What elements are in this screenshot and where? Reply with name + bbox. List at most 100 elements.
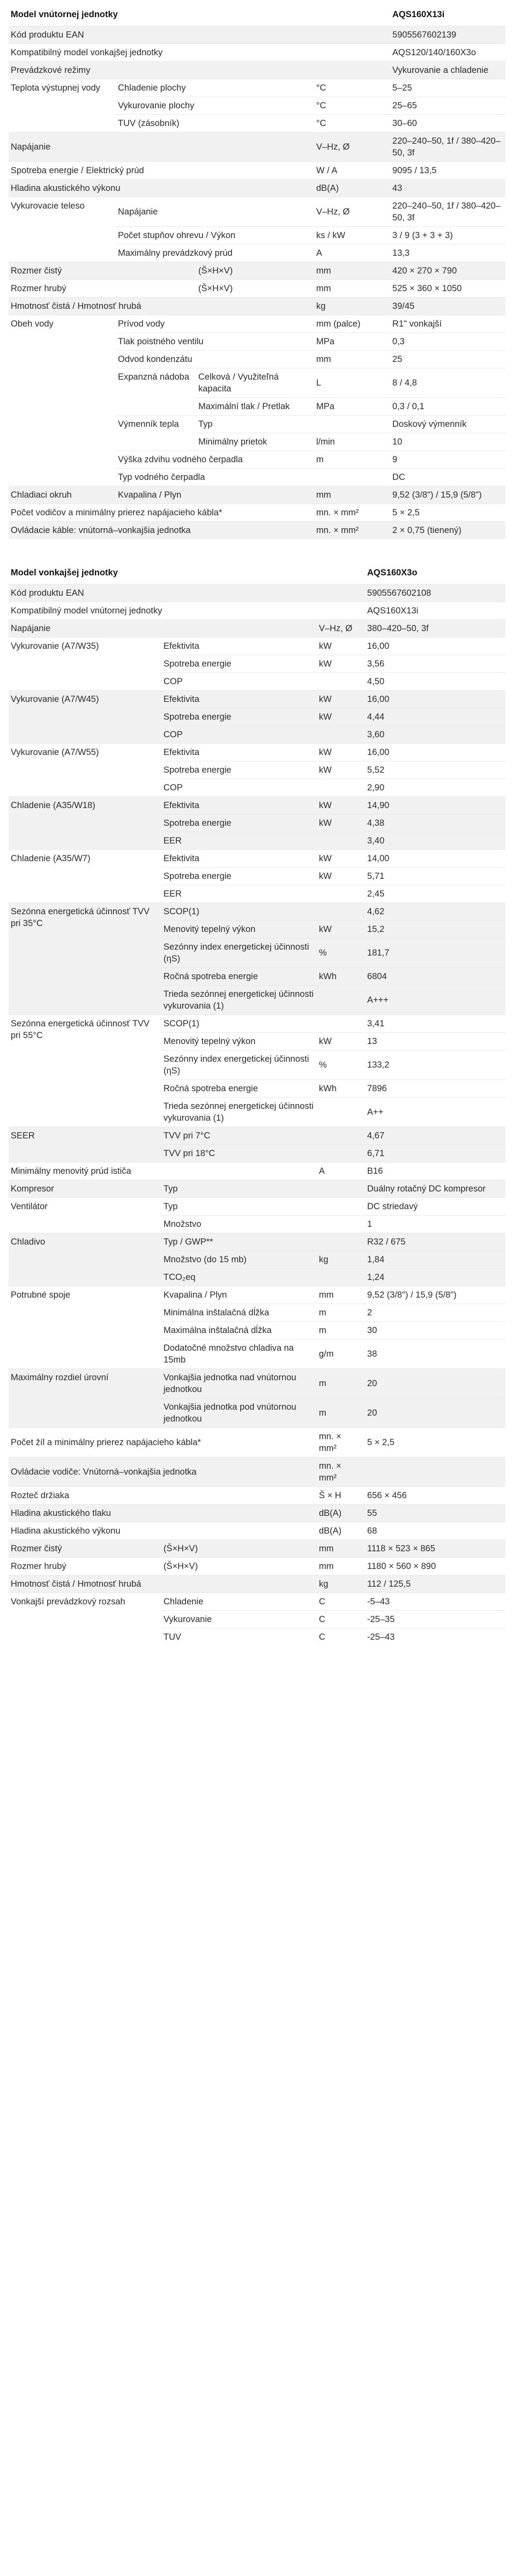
- row-value: 10: [390, 433, 506, 451]
- table-row: EER 2,45: [9, 885, 506, 903]
- table-row: Vykurovanie (A7/W45) Efektivita kW 16,00: [9, 690, 506, 744]
- row-unit: mm: [317, 1557, 366, 1575]
- table-row: Minimálny prietok l/min 10: [9, 433, 506, 451]
- row-value: 20: [365, 1368, 506, 1398]
- row-sublabel: Trieda sezónnej energetickej účinnosti v…: [161, 1097, 366, 1127]
- row-unit: kWh: [317, 1079, 366, 1098]
- row-value: 5905567602108: [365, 584, 506, 602]
- row-label: Kód produktu EAN: [9, 584, 366, 602]
- row-unit: l/min: [314, 433, 391, 451]
- indoor-header-row: Model vnútornej jednotky AQS160X13i: [9, 3, 505, 26]
- row-unit: mm: [317, 1286, 366, 1304]
- row-sublabel: COP: [161, 726, 366, 744]
- table-row: EER 3,40: [9, 832, 506, 850]
- row-sublabel: Maximálna inštalačná dĺžka: [161, 1321, 317, 1339]
- row-sublabel: Efektivita: [161, 637, 317, 655]
- table-row: TCO₂eq 1,24: [9, 1268, 506, 1286]
- row-unit: V–Hz, Ø: [317, 619, 366, 638]
- row-sublabel: SCOP(1): [161, 902, 366, 921]
- row-sublabel: Typ / GWP**: [161, 1233, 366, 1251]
- table-row: Výmenník tepla Typ Doskový výmenník: [9, 415, 506, 451]
- row-sublabel: COP: [161, 779, 366, 797]
- row-sublabel: TVV pri 18°C: [161, 1144, 366, 1163]
- row-label: Kompatibilný model vonkajšej jednotky: [9, 43, 391, 62]
- row-unit: mm: [317, 1539, 366, 1558]
- row-value: 1,84: [365, 1250, 506, 1269]
- row-sublabel: TUV (zásobník): [116, 114, 314, 132]
- table-row: Vykurovanie (A7/W35) Efektivita kW 16,00: [9, 637, 506, 691]
- row-unit: °C: [314, 114, 391, 132]
- row-value: 8 / 4,8: [390, 368, 506, 398]
- row-sublabel: Spotreba energie: [161, 761, 317, 779]
- table-row: Menovitý tepelný výkon kW 13: [9, 1032, 506, 1050]
- row-sublabel: Ročná spotreba energie: [161, 967, 317, 986]
- indoor-table-title: Model vnútornej jednotky: [11, 10, 118, 19]
- row-unit: mm (palce): [314, 315, 391, 333]
- row-sublabel: Výška zdvihu vodného čerpadla: [116, 450, 314, 469]
- row-value: 2: [365, 1304, 506, 1322]
- row-label: Hmotnosť čistá / Hmotnosť hrubá: [9, 1575, 317, 1593]
- row-unit: C: [317, 1628, 366, 1646]
- row-value: 6804: [365, 967, 506, 986]
- table-row: Minimálna inštalačná dĺžka m 2: [9, 1304, 506, 1322]
- row-sublabel: Menovitý tepelný výkon: [161, 1032, 317, 1050]
- row-sublabel: Spotreba energie: [161, 867, 317, 885]
- row-sublabel: Kvapalina / Plyn: [116, 486, 314, 504]
- row-label: Chladiaci okruh: [9, 486, 116, 504]
- row-label: Počet žíl a minimálny prierez napájacieh…: [9, 1427, 317, 1457]
- row-group-label: Sezónna energetická účinnosť TVV pri 55°…: [9, 1015, 161, 1127]
- row-sublabel: Typ vodného čerpadla: [116, 468, 391, 486]
- table-row: Hladina akustického výkonu dB(A) 43: [9, 179, 506, 197]
- table-row: Obeh vody Prívod vody mm (palce) R1" von…: [9, 315, 506, 486]
- table-row: Kód produktu EAN 5905567602139: [9, 26, 506, 44]
- row-value: Duálny rotačný DC kompresor: [365, 1180, 506, 1198]
- row-value: 30: [365, 1321, 506, 1339]
- row-value: Doskový výmenník: [390, 415, 506, 433]
- row-unit: mn. × mm²: [317, 1457, 366, 1487]
- table-row: Odvod kondenzátu mm 25: [9, 350, 506, 368]
- row-sublabel: (Š×H×V): [196, 279, 314, 298]
- table-row: Vykurovanie C -25–35: [9, 1610, 506, 1628]
- row-value: 656 × 456: [365, 1486, 506, 1505]
- row-group-label: Ventilátor: [9, 1197, 161, 1233]
- row-sublabel: Vonkajšia jednotka pod vnútornou jednotk…: [161, 1398, 317, 1428]
- row-value: 420 × 270 × 790: [390, 262, 506, 280]
- row-unit: %: [317, 1050, 366, 1080]
- row-value: 38: [365, 1339, 506, 1369]
- row-value: 68: [365, 1522, 506, 1540]
- row-value: 5 × 2,5: [365, 1427, 506, 1457]
- row-unit: V–Hz, Ø: [314, 197, 391, 227]
- table-row: Dodatočné množstvo chladiva na 15mb g/m 38: [9, 1339, 506, 1369]
- row-unit: ks / kW: [314, 226, 391, 245]
- row-value: -25–43: [365, 1628, 506, 1646]
- table-row: Trieda sezónnej energetickej účinnosti v…: [9, 985, 506, 1015]
- row-sublabel: Napájanie: [116, 197, 314, 227]
- row-value: R1" vonkajší: [390, 315, 506, 333]
- row-sublabel: Spotreba energie: [161, 814, 317, 832]
- indoor-model-name: AQS160X13i: [392, 10, 445, 19]
- row-unit: mm: [314, 279, 391, 298]
- row-unit: A: [317, 1162, 366, 1180]
- table-row: Počet stupňov ohrevu / Výkon ks / kW 3 /…: [9, 226, 506, 245]
- row-unit: kW: [317, 796, 366, 815]
- row-sublabel: Typ: [196, 415, 391, 433]
- row-label: Hladina akustického tlaku: [9, 1504, 317, 1522]
- table-row: Počet vodičov a minimálny prierez napája…: [9, 504, 506, 522]
- row-sublabel: Sezónny index energetickej účinnosti (ηS…: [161, 938, 317, 968]
- row-label: Kód produktu EAN: [9, 26, 391, 44]
- table-row: Spotreba energie / Elektrický prúd W / A…: [9, 161, 506, 180]
- table-row: Hladina akustického tlaku dB(A) 55: [9, 1504, 506, 1522]
- table-row: Vykurovanie plochy °C 25–65: [9, 97, 506, 115]
- row-sublabel: Kvapalina / Plyn: [161, 1286, 317, 1304]
- table-row: Kód produktu EAN 5905567602108: [9, 584, 506, 602]
- row-unit: m: [317, 1398, 366, 1428]
- table-row: Maximálny rozdiel úrovní Vonkajšia jednot…: [9, 1368, 506, 1428]
- row-unit: °C: [314, 79, 391, 97]
- row-unit: dB(A): [317, 1522, 366, 1540]
- row-value: 55: [365, 1504, 506, 1522]
- row-value: 220–240–50, 1f / 380–420–50, 3f: [390, 197, 506, 227]
- table-row: Minimálny menovitý prúd ističa A B16: [9, 1162, 506, 1180]
- row-unit: kW: [317, 708, 366, 726]
- row-sublabel: Maximálny prevádzkový prúd: [116, 244, 314, 262]
- row-sublabel: COP: [161, 672, 366, 691]
